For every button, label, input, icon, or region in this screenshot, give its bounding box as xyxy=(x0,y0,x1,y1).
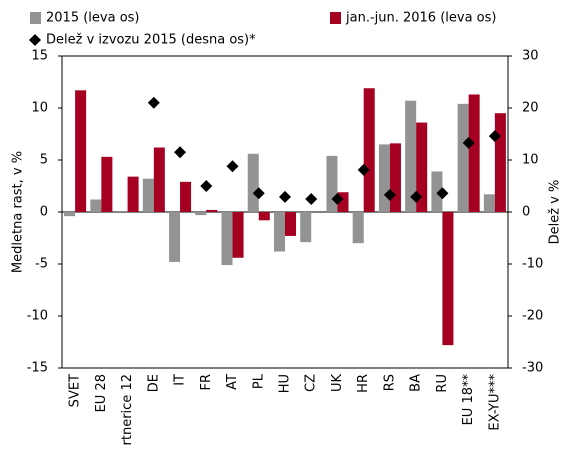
diamond-marker xyxy=(200,180,213,192)
bar xyxy=(468,94,480,212)
y2-tick-label: 30 xyxy=(522,49,539,64)
bar xyxy=(75,90,87,212)
legend-swatch xyxy=(30,12,41,24)
y2-tick-label: 20 xyxy=(522,101,539,116)
y2-tick-label: 0 xyxy=(522,205,530,220)
x-tick-label: DE xyxy=(146,374,161,392)
bar xyxy=(169,212,181,262)
bar xyxy=(389,143,401,212)
y-tick-label: 0 xyxy=(40,205,48,220)
bar xyxy=(273,212,285,252)
bar xyxy=(405,100,417,212)
diamond-marker xyxy=(357,163,370,176)
x-tick-label: RS xyxy=(382,374,397,391)
x-tick-label: PL xyxy=(251,373,266,389)
bar xyxy=(378,144,390,212)
bar xyxy=(483,194,495,212)
y-tick-label: -10 xyxy=(27,309,48,324)
bar xyxy=(247,153,259,212)
bar xyxy=(326,155,338,212)
diamond-marker xyxy=(331,193,344,205)
bar xyxy=(195,212,207,216)
y-tick-label: 15 xyxy=(31,49,48,64)
x-tick-label: HU xyxy=(278,374,293,393)
bar xyxy=(116,210,128,212)
x-tick-label: BA xyxy=(409,374,424,392)
bar xyxy=(232,212,244,258)
bar xyxy=(337,192,349,212)
diamond-marker xyxy=(410,190,423,203)
diamond-marker xyxy=(226,160,239,173)
bar xyxy=(64,212,76,217)
bar xyxy=(127,176,139,212)
x-tick-label: EU 18** xyxy=(461,374,476,426)
y2-tick-label: -10 xyxy=(522,257,543,272)
x-tick-label: UK xyxy=(330,374,345,393)
diamond-marker xyxy=(174,146,187,159)
bar xyxy=(258,212,270,221)
y-axis-label: Medletna rast, v % xyxy=(11,151,26,273)
x-tick-label: FR xyxy=(199,374,214,391)
diamond-marker xyxy=(305,193,318,205)
bar xyxy=(457,103,469,212)
bar xyxy=(221,212,233,266)
diamond-marker xyxy=(252,187,265,200)
legend-swatch xyxy=(330,12,341,24)
legend-label: Delež v izvozu 2015 (desna os)* xyxy=(46,33,256,48)
x-tick-label: EU 28 xyxy=(94,374,109,412)
x-tick-label: RU xyxy=(435,374,450,393)
bar xyxy=(442,212,454,346)
bar xyxy=(363,88,375,212)
diamond-marker xyxy=(436,187,449,200)
bar xyxy=(431,171,443,212)
x-tick-label: EX-YU*** xyxy=(487,374,502,431)
x-tick-label: SVET xyxy=(68,374,83,407)
legend-label: 2015 (leva os) xyxy=(46,11,140,26)
bar xyxy=(416,122,428,212)
y2-tick-label: -30 xyxy=(522,361,543,376)
x-tick-label: IT xyxy=(173,374,188,386)
y-tick-label: 5 xyxy=(40,153,48,168)
legend-marker xyxy=(29,34,41,46)
y-tick-label: -15 xyxy=(27,361,48,376)
x-tick-label: CZ xyxy=(304,374,319,392)
bar xyxy=(180,181,192,212)
y-tick-label: 10 xyxy=(31,101,48,116)
x-tick-label: AT xyxy=(225,374,240,390)
bar xyxy=(101,156,113,212)
x-tick-label: HR xyxy=(356,374,371,393)
diamond-marker xyxy=(383,188,396,201)
bar xyxy=(142,178,154,212)
bar xyxy=(494,113,506,212)
diamond-marker xyxy=(462,136,475,149)
y2-tick-label: 10 xyxy=(522,153,539,168)
diamond-marker xyxy=(488,130,501,143)
diamond-marker xyxy=(147,96,160,109)
x-tick-label: Partnerice 12 xyxy=(120,374,135,445)
y2-axis-label: Delež v % xyxy=(548,180,563,245)
bar xyxy=(206,209,218,212)
bar xyxy=(90,199,102,212)
bar xyxy=(153,147,165,212)
bar xyxy=(285,212,297,236)
legend-label: jan.-jun. 2016 (leva os) xyxy=(345,11,496,26)
y-tick-label: -5 xyxy=(35,257,48,272)
diamond-marker xyxy=(279,190,291,203)
bar xyxy=(300,212,312,243)
bar xyxy=(352,212,364,244)
y2-tick-label: -20 xyxy=(522,309,543,324)
